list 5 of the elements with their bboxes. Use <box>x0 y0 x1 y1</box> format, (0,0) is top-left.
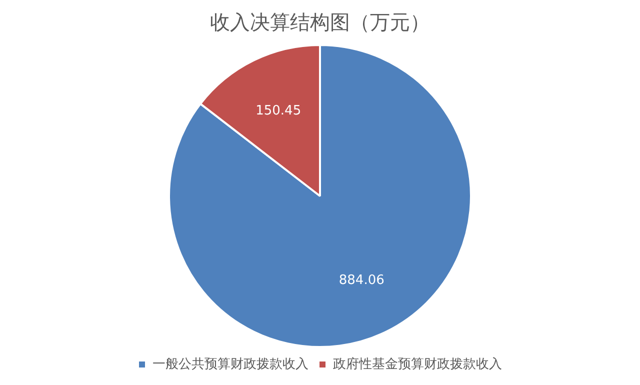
legend-label: 一般公共预算财政拨款收入 <box>152 356 308 372</box>
legend-label: 政府性基金预算财政拨款收入 <box>333 356 502 372</box>
chart-title: 收入决算结构图（万元） <box>210 10 430 34</box>
data-label: 884.06 <box>338 273 384 288</box>
data-label: 150.45 <box>256 104 302 119</box>
